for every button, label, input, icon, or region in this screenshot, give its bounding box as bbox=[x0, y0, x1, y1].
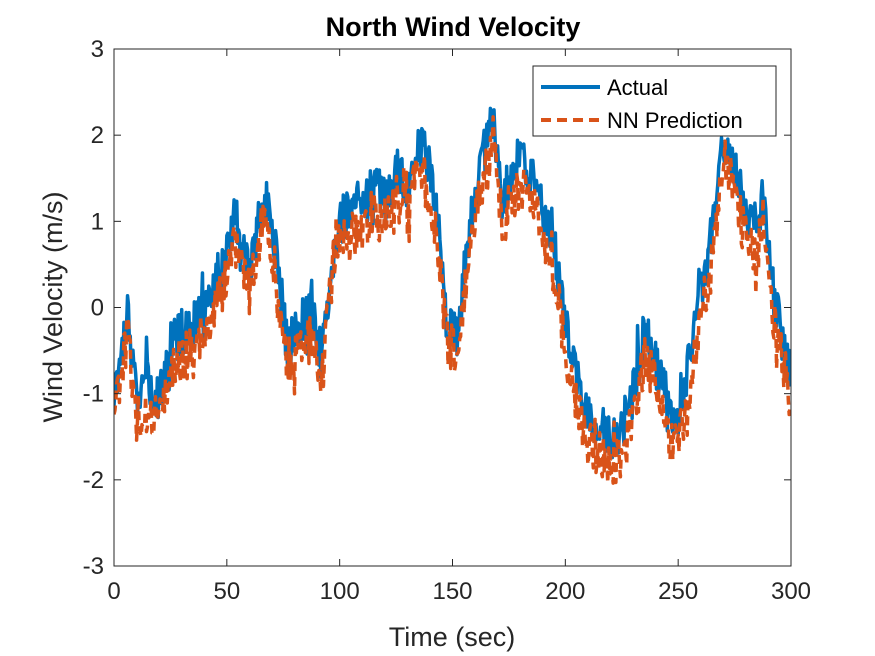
x-tick-label: 250 bbox=[658, 578, 698, 605]
x-axis-label: Time (sec) bbox=[389, 622, 516, 652]
y-tick-label: 2 bbox=[91, 122, 104, 149]
y-tick-label: -2 bbox=[83, 467, 104, 494]
y-tick-label: -1 bbox=[83, 381, 104, 408]
x-tick-label: 50 bbox=[213, 578, 240, 605]
x-tick-label: 300 bbox=[771, 578, 811, 605]
x-tick-label: 100 bbox=[320, 578, 360, 605]
legend: Actual NN Prediction bbox=[532, 65, 777, 137]
y-tick-label: 3 bbox=[91, 36, 104, 63]
y-tick-label: -3 bbox=[83, 553, 104, 580]
legend-box bbox=[532, 65, 777, 137]
y-axis: -3 -2 -1 0 1 2 3 bbox=[83, 36, 791, 580]
x-axis: 0 50 100 150 200 250 300 bbox=[107, 49, 811, 605]
series-line-nn-prediction bbox=[114, 115, 791, 485]
legend-label-nn-prediction: NN Prediction bbox=[607, 108, 743, 133]
y-tick-label: 1 bbox=[91, 208, 104, 235]
x-tick-label: 200 bbox=[545, 578, 585, 605]
legend-label-actual: Actual bbox=[607, 75, 668, 100]
y-axis-label: Wind Velocity (m/s) bbox=[38, 191, 68, 422]
y-tick-label: 0 bbox=[91, 295, 104, 322]
chart-title: North Wind Velocity bbox=[326, 12, 581, 42]
x-tick-label: 150 bbox=[432, 578, 472, 605]
series-layer bbox=[114, 106, 791, 485]
x-tick-label: 0 bbox=[107, 578, 120, 605]
